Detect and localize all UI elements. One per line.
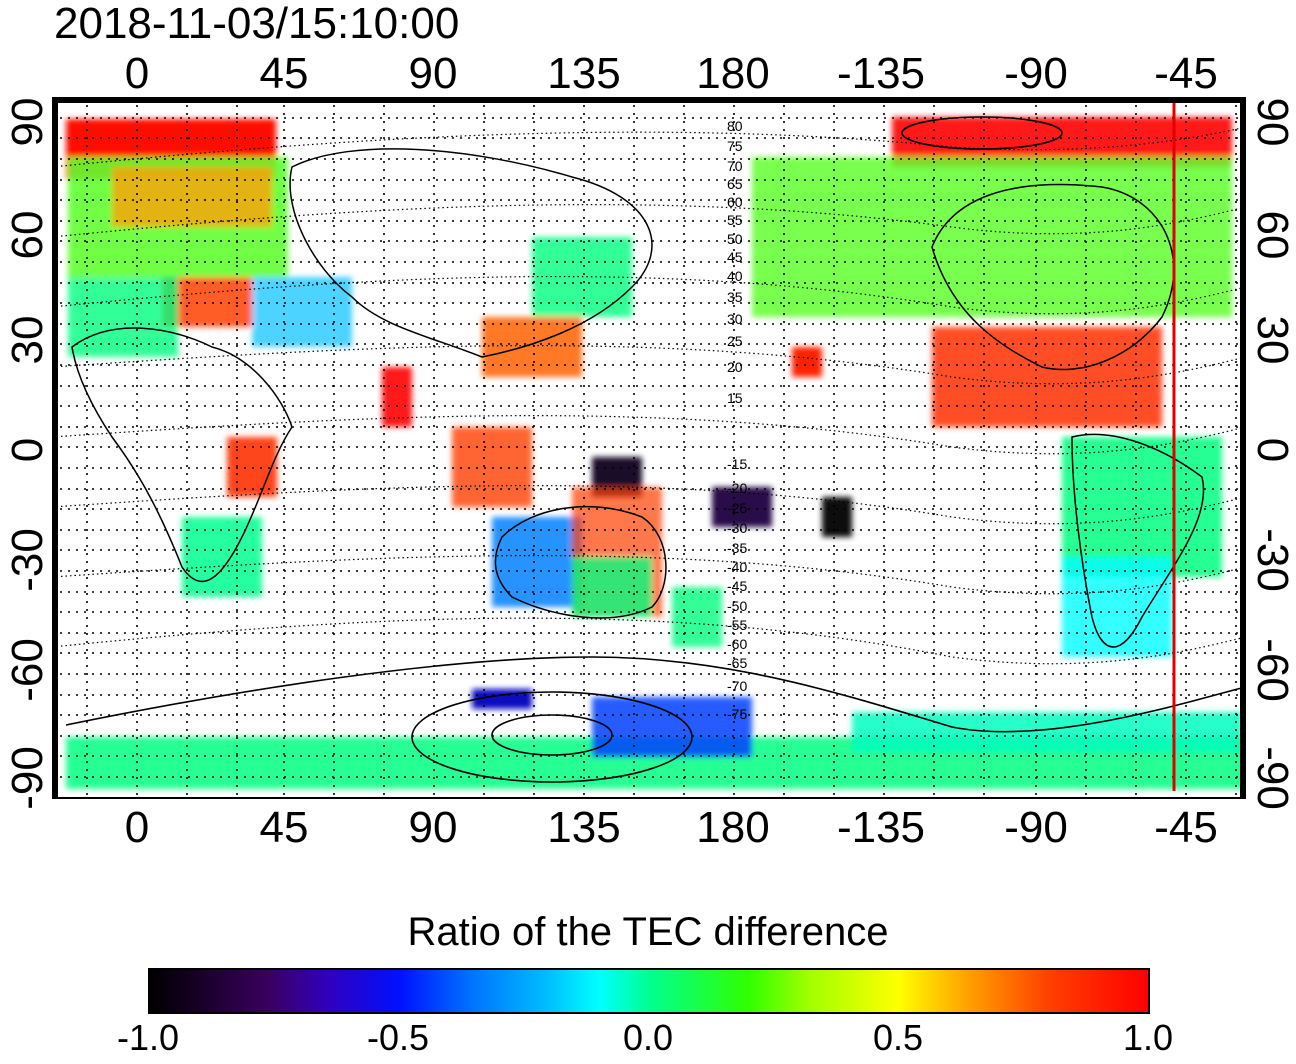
mag-lat-label: 65 — [727, 176, 743, 192]
left-lat-label: 30 — [3, 315, 52, 365]
top-lon-label: 0 — [124, 49, 150, 98]
right-lat-label: -90 — [1248, 746, 1296, 810]
top-lon-label: -45 — [1154, 49, 1218, 98]
colorbar-tick-label: 0.5 — [872, 1017, 924, 1058]
bottom-lon-label: 135 — [547, 803, 621, 852]
mag-lat-label: -20 — [727, 480, 747, 496]
colorbar — [148, 968, 1150, 1014]
top-lon-label: 45 — [259, 49, 309, 98]
top-lon-label: 135 — [547, 49, 621, 98]
bottom-lon-label: 45 — [259, 803, 309, 852]
top-lon-label: 180 — [696, 49, 770, 98]
mag-lat-label: -35 — [727, 540, 747, 556]
magnetic-latitude-contours — [52, 126, 1246, 665]
right-lat-label: 30 — [1248, 315, 1296, 365]
bottom-lon-label: 90 — [408, 803, 458, 852]
colorbar-tick-label: -1.0 — [116, 1017, 180, 1058]
left-lat-label: 90 — [3, 97, 52, 147]
coastlines — [71, 148, 1205, 648]
mag-lat-label: 80 — [727, 118, 743, 134]
colorbar-tick-label: 0.0 — [622, 1017, 674, 1058]
mag-lat-label: -45 — [727, 578, 747, 594]
map-timestamp: 2018-11-03/15:10:00 — [54, 0, 460, 48]
colorbar-tick-label: 1.0 — [1122, 1017, 1174, 1058]
mag-lat-label: -70 — [727, 678, 747, 694]
colorbar-title: Ratio of the TEC difference — [407, 910, 889, 954]
mag-lat-label: 15 — [727, 390, 743, 406]
right-lat-label: 0 — [1248, 437, 1296, 463]
left-lat-label: -30 — [3, 528, 52, 592]
left-lat-label: -60 — [3, 638, 52, 702]
right-lat-label: 60 — [1248, 210, 1296, 260]
left-lat-label: -90 — [3, 746, 52, 810]
mag-lat-label: -25 — [727, 500, 747, 516]
mag-lat-label: 55 — [727, 212, 743, 228]
mag-lat-label: 75 — [727, 138, 743, 154]
right-lat-label: -30 — [1248, 528, 1296, 592]
mag-lat-label: 35 — [727, 289, 743, 305]
mag-lat-label: -30 — [727, 520, 747, 536]
left-lat-label: 0 — [3, 437, 52, 463]
mag-lat-labels: 80 75 70 65 60 55 50 45 40 35 30 25 20 1… — [727, 118, 747, 722]
mag-lat-label: 20 — [727, 359, 743, 375]
bottom-lon-label: 180 — [696, 803, 770, 852]
mag-lat-label: -15 — [727, 456, 747, 472]
mag-lat-label: -60 — [727, 636, 747, 652]
bottom-lon-label: -45 — [1154, 803, 1218, 852]
mag-lat-label: 60 — [727, 194, 743, 210]
mag-lat-label: -50 — [727, 598, 747, 614]
bottom-lon-label: -90 — [1004, 803, 1068, 852]
top-lon-label: 90 — [408, 49, 458, 98]
tec-map: 80 75 70 65 60 55 50 45 40 35 30 25 20 1… — [52, 97, 1246, 799]
mag-lat-label: -55 — [727, 617, 747, 633]
colorbar-tick-label: -0.5 — [366, 1017, 430, 1058]
top-lon-label: -135 — [836, 49, 926, 98]
right-lat-label: -60 — [1248, 638, 1296, 702]
lat-lon-grid — [52, 97, 1246, 799]
south-pole-contours — [65, 116, 1246, 783]
mag-lat-label: 45 — [727, 249, 743, 265]
left-lat-label: 60 — [3, 210, 52, 260]
mag-lat-label: 70 — [727, 158, 743, 174]
right-lat-label: 90 — [1248, 97, 1296, 147]
mag-lat-label: -75 — [727, 706, 747, 722]
mag-lat-label: 25 — [727, 333, 743, 349]
mag-lat-label: 40 — [727, 268, 743, 284]
mag-lat-label: 50 — [727, 231, 743, 247]
bottom-lon-label: -135 — [836, 803, 926, 852]
bottom-lon-label: 0 — [124, 803, 150, 852]
mag-lat-label: -40 — [727, 559, 747, 575]
mag-lat-label: 30 — [727, 311, 743, 327]
mag-lat-label: -65 — [727, 655, 747, 671]
top-lon-label: -90 — [1004, 49, 1068, 98]
tec-data-layer — [66, 117, 1246, 789]
